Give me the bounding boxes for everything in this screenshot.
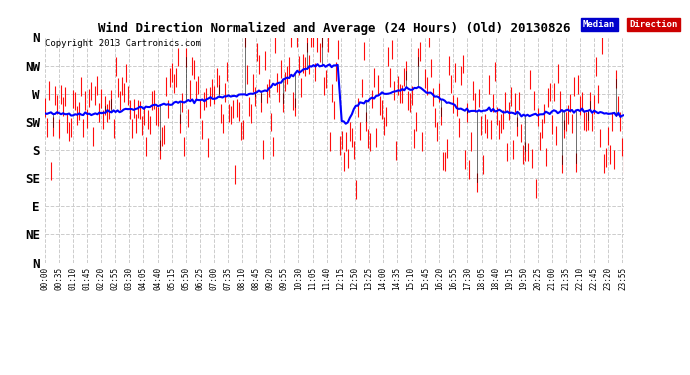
- Text: Copyright 2013 Cartronics.com: Copyright 2013 Cartronics.com: [45, 39, 201, 48]
- Title: Wind Direction Normalized and Average (24 Hours) (Old) 20130826: Wind Direction Normalized and Average (2…: [99, 22, 571, 35]
- Text: Direction: Direction: [629, 20, 678, 29]
- Text: Median: Median: [583, 20, 615, 29]
